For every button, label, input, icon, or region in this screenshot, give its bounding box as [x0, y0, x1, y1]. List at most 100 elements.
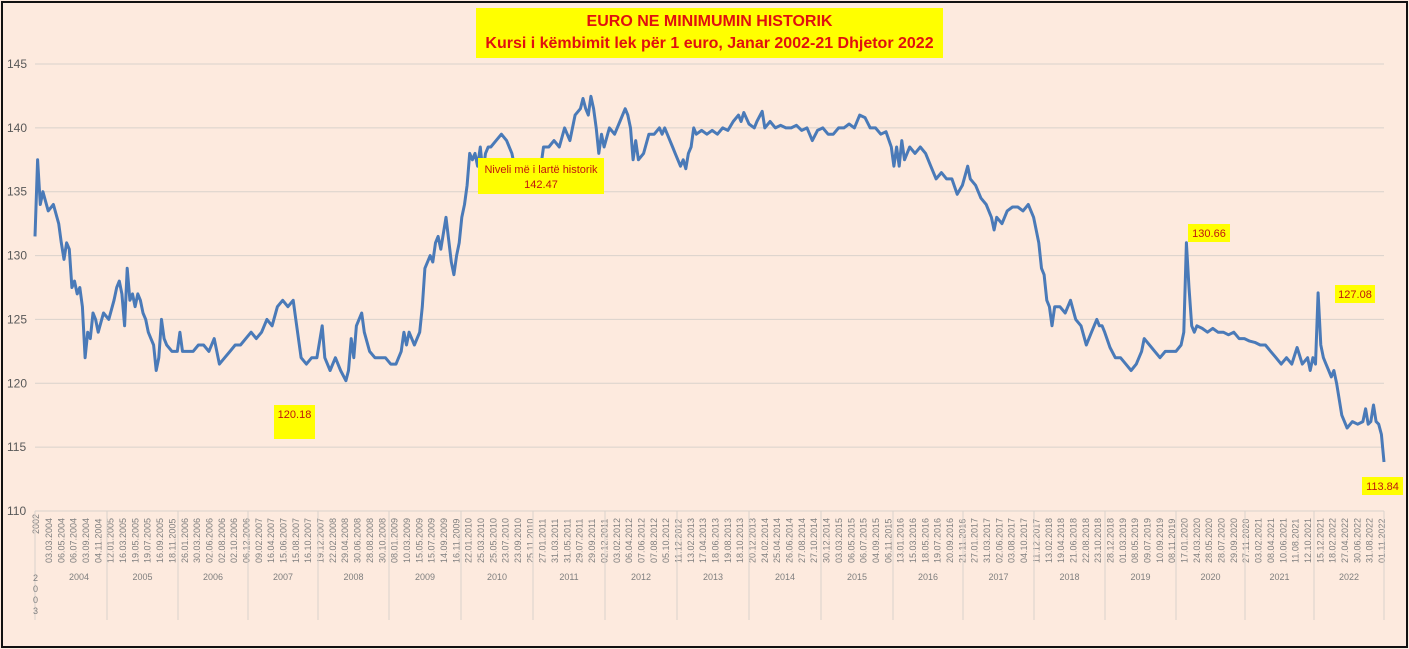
x-date-label: 03.09.2004 [81, 518, 91, 563]
y-tick-label: 145 [7, 57, 27, 71]
chart-title: EURO NE MINIMUMIN HISTORIK [586, 13, 833, 30]
x-date-label: 27.08.2014 [797, 518, 807, 563]
x-date-label: 23.09.2010 [513, 518, 523, 563]
x-date-label: 21.06.2018 [1068, 518, 1078, 563]
x-date-label: 19.12.2007 [316, 518, 326, 563]
series-group [33, 94, 1386, 463]
x-date-label: 27.04.2022 [1340, 518, 1350, 563]
annotation-label: Niveli më i lartë historik [484, 164, 598, 176]
annotation-value: 130.66 [1192, 228, 1226, 240]
x-date-label: 02.06.2017 [994, 518, 1004, 563]
x-date-label: 06.12.2006 [241, 518, 251, 563]
gridlines [35, 63, 1384, 448]
x-date-label: 18.10.2013 [735, 518, 745, 563]
series-line [33, 94, 1386, 463]
annotation-box [478, 158, 604, 194]
annotation-value: 113.84 [1366, 481, 1399, 493]
x-date-label: 11.12.2012 [673, 519, 683, 563]
x-date-label: 07.08.2012 [649, 518, 659, 563]
x-year-label: 2017 [988, 572, 1008, 582]
x-year-label: 2007 [273, 572, 293, 582]
annotation-box [1335, 285, 1375, 303]
x-year-label: 2009 [415, 572, 435, 582]
x-date-label: 15.12.2021 [1315, 518, 1325, 563]
y-axis-ticks: 110 115 120 125 130 135 140 145 [7, 57, 27, 518]
y-tick-label: 135 [7, 185, 27, 199]
x-year-label-char: 0 [33, 584, 38, 594]
x-date-label: 03.03.2015 [834, 518, 844, 563]
x-year-label: 2020 [1200, 572, 1220, 582]
x-date-label: 16.09.2005 [155, 518, 165, 563]
x-date-label: 09.02.2007 [254, 518, 264, 563]
x-date-label: 06.05.2004 [56, 518, 66, 563]
x-year-label: 2004 [69, 572, 89, 582]
x-date-label: 29.04.2008 [340, 518, 350, 563]
x-date-label: 17.01.2020 [1180, 518, 1190, 563]
x-year-label: 2014 [775, 572, 795, 582]
x-date-label: 06.07.2015 [859, 518, 869, 563]
x-date-label: 02.08.2006 [217, 518, 227, 563]
x-date-label: 25.05.2010 [488, 518, 498, 563]
annotation-box [274, 405, 315, 439]
y-tick-label: 125 [7, 312, 27, 326]
annotation-box [1362, 477, 1403, 495]
annotations-group: Niveli më i lartë historik 142.47 120.18 13… [274, 158, 1403, 495]
x-date-label: 06.05.2015 [846, 518, 856, 563]
x-date-label: 14.09.2009 [439, 518, 449, 563]
x-date-label: 2002 [31, 514, 41, 534]
x-date-label: 08.11.2019 [1167, 519, 1177, 563]
x-date-label: 06.11.2015 [883, 519, 893, 563]
x-date-label: 03.08.2017 [1007, 518, 1017, 563]
x-date-label: 02.12.2011 [599, 519, 609, 563]
x-date-label: 11.08.2021 [1291, 519, 1301, 563]
x-year-label: 2011 [559, 572, 578, 582]
x-date-label: 22.01.2010 [464, 518, 474, 563]
x-date-label: 25.04.2014 [772, 518, 782, 563]
x-date-label: 30.03.2006 [192, 518, 202, 563]
x-date-label: 25.11.2010 [525, 519, 535, 563]
x-date-label: 15.08.2007 [291, 518, 301, 563]
x-date-label: 03.03.2004 [44, 518, 54, 563]
y-tick-label: 110 [7, 504, 26, 518]
x-date-label: 30.12.2014 [822, 518, 832, 563]
x-date-label: 08.04.2021 [1266, 518, 1276, 563]
x-date-label: 19.07.2005 [143, 518, 153, 563]
x-year-label: 2006 [203, 572, 223, 582]
x-date-label: 18.05.2016 [920, 518, 930, 563]
x-date-label: 23.10.2018 [1093, 518, 1103, 563]
x-date-label: 18.11.2005 [167, 519, 177, 563]
x-date-label: 23.07.2010 [501, 518, 511, 563]
x-year-label-char: 2 [33, 573, 38, 583]
x-date-label: 06.04.2012 [624, 518, 634, 563]
x-date-label: 31.05.2011 [562, 519, 572, 563]
x-date-label: 26.06.2014 [785, 518, 795, 563]
x-date-label: 03.02.2012 [612, 518, 622, 563]
x-year-label-char: 3 [33, 606, 38, 616]
x-date-label: 15.07.2009 [427, 518, 437, 563]
x-axis: 2002 03.03.2004 06.05.2004 06.07.2004 03.09.… [31, 510, 1387, 620]
x-date-label: 18.06.2013 [711, 518, 721, 563]
x-date-label: 31.03.2017 [982, 518, 992, 563]
x-date-label: 27.01.2017 [970, 518, 980, 563]
x-date-label: 24.03.2020 [1192, 518, 1202, 563]
x-date-label: 19.08.2013 [723, 518, 733, 563]
x-date-label: 24.02.2014 [760, 518, 770, 563]
x-date-label: 26.01.2006 [180, 518, 190, 563]
x-date-label: 17.04.2013 [698, 518, 708, 563]
x-date-label: 30.06.2008 [353, 518, 363, 563]
chart-subtitle: Kursi i këmbimit lek për 1 euro, Janar 2… [485, 35, 934, 52]
x-date-label: 03.02.2021 [1254, 518, 1264, 563]
x-date-label: 30.06.2022 [1352, 518, 1362, 563]
x-year-label: 2012 [631, 572, 651, 582]
x-date-label: 31.03.2011 [550, 519, 560, 563]
x-date-label: 31.08.2022 [1365, 518, 1375, 563]
x-date-label: 04.10.2017 [1019, 518, 1029, 563]
x-date-label: 10.09.2019 [1155, 518, 1165, 563]
chart-title-box: EURO NE MINIMUMIN HISTORIK Kursi i këmbi… [476, 8, 943, 58]
x-date-label: 13.01.2016 [896, 518, 906, 563]
x-date-label: 04.11.2004 [93, 519, 103, 563]
x-date-label: 12.01.2005 [106, 518, 116, 563]
x-date-label: 05.10.2012 [661, 518, 671, 563]
x-year-label: 2022 [1339, 572, 1359, 582]
x-date-label: 16.11.2009 [451, 519, 461, 563]
